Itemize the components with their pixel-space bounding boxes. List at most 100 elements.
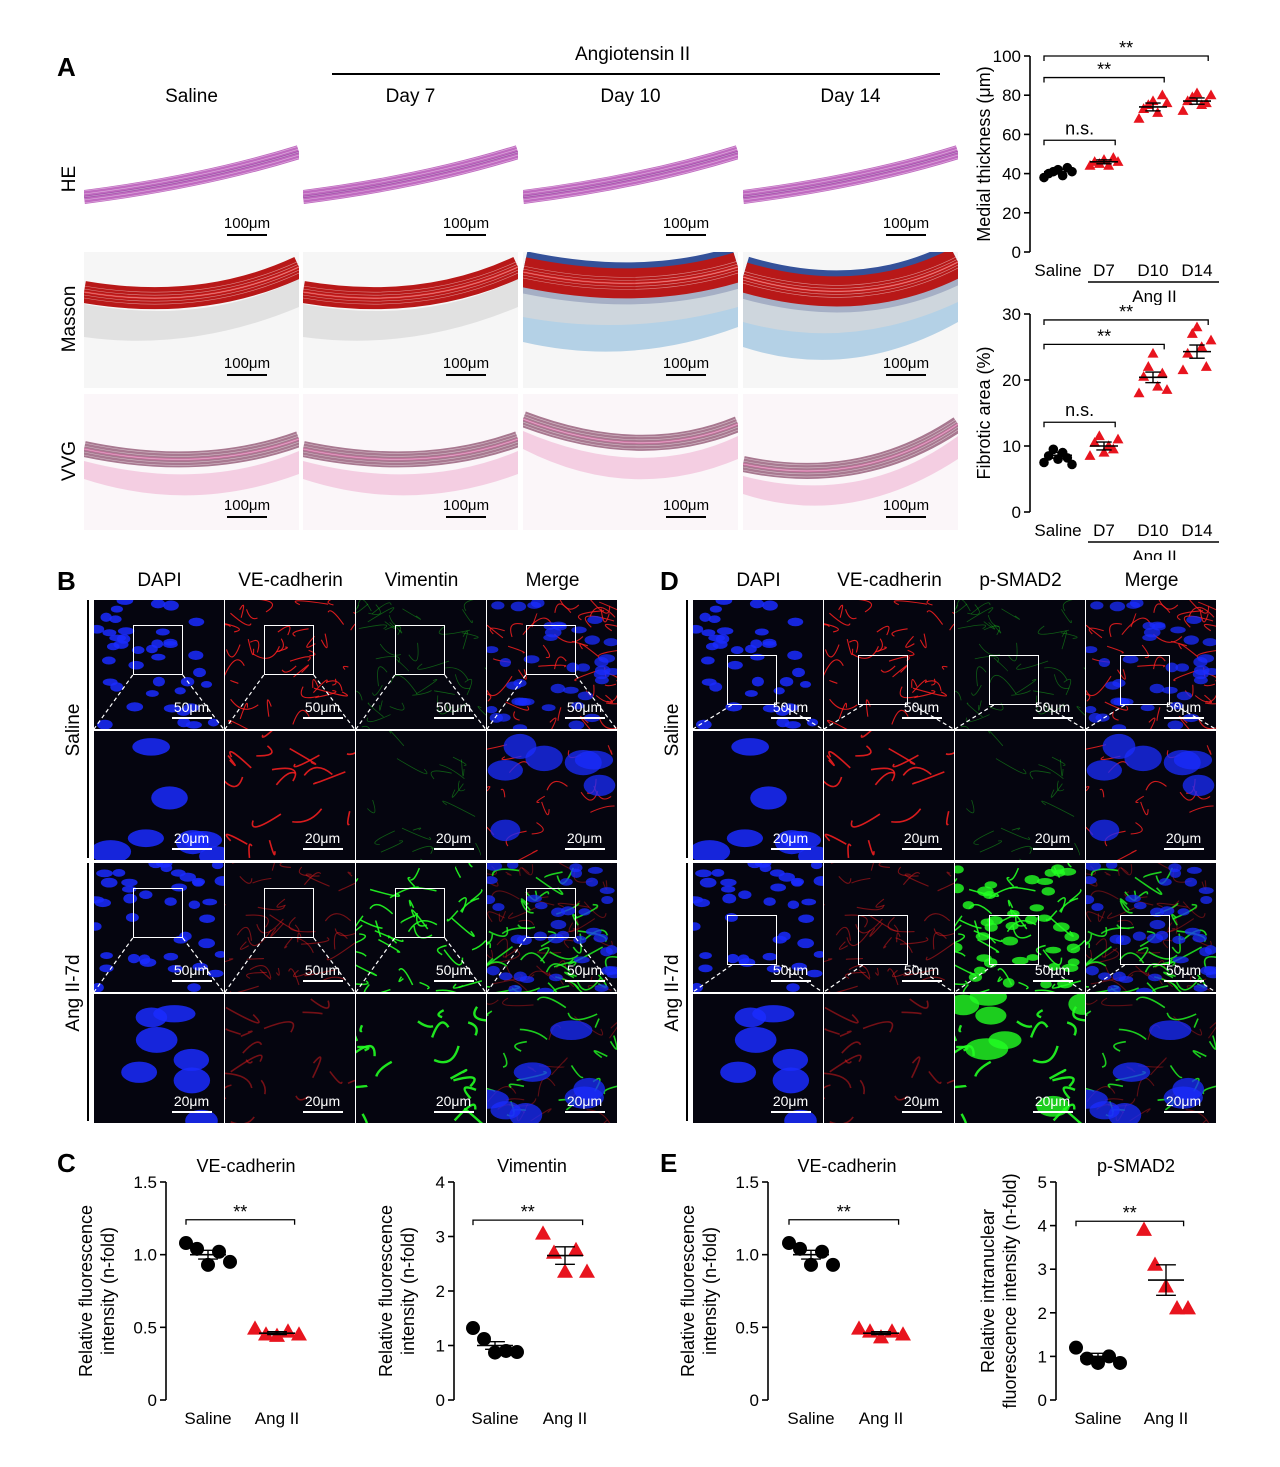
significance-label: ** bbox=[1097, 326, 1111, 346]
tissue-image bbox=[523, 252, 738, 352]
scalebar-line bbox=[433, 1111, 474, 1113]
histology-vvg-2: 100μm bbox=[523, 394, 738, 530]
panelB-image-r2-c0: 50μm bbox=[94, 863, 224, 992]
data-point bbox=[1133, 112, 1145, 123]
scalebar-label: 50μm bbox=[1165, 962, 1202, 978]
y-axis-label: Relative fluorescence bbox=[376, 1205, 396, 1377]
histology-he-0: 100μm bbox=[84, 112, 299, 248]
panelD-row-label-0: Saline bbox=[662, 703, 683, 757]
data-point bbox=[247, 1320, 263, 1335]
scalebar-label: 20μm bbox=[903, 1093, 940, 1109]
scalebar-line bbox=[433, 848, 474, 850]
data-point bbox=[1107, 443, 1119, 454]
scalebar-line bbox=[666, 234, 706, 236]
angiotensin-group-label: Angiotensin II bbox=[575, 44, 691, 65]
zoom-box bbox=[988, 655, 1039, 705]
y-tick-label: 1.5 bbox=[735, 1173, 759, 1192]
tissue-image bbox=[303, 431, 518, 496]
scalebar-line bbox=[564, 717, 605, 719]
scalebar-line bbox=[1032, 717, 1073, 719]
significance-label: ** bbox=[1123, 1203, 1137, 1223]
scalebar-line bbox=[886, 374, 926, 376]
data-point bbox=[1177, 364, 1189, 375]
scalebar-line bbox=[171, 717, 212, 719]
chart-title: VE-cadherin bbox=[196, 1156, 295, 1176]
panelB-image-r1-c2: 20μm bbox=[356, 731, 486, 860]
x-tick-label: D7 bbox=[1093, 261, 1115, 280]
panelD-column-label-2: p-SMAD2 bbox=[979, 570, 1062, 591]
scalebar-line bbox=[302, 1111, 343, 1113]
significance-label: ** bbox=[521, 1202, 535, 1222]
significance-bracket bbox=[1043, 343, 1165, 350]
panelD-image-r2-c3: 50μm bbox=[1086, 863, 1216, 992]
scalebar-label: 20μm bbox=[1034, 1093, 1071, 1109]
scalebar-label: 100μm bbox=[662, 355, 710, 372]
scalebar-label: 50μm bbox=[903, 699, 940, 715]
histology-masson-0: 100μm bbox=[84, 252, 299, 388]
data-point bbox=[1186, 328, 1198, 338]
panelD-image-r0-c2: 50μm bbox=[955, 600, 1085, 729]
scalebar-label: 50μm bbox=[1034, 699, 1071, 715]
data-point bbox=[557, 1263, 573, 1278]
column-label-3: Day 14 bbox=[820, 86, 881, 107]
significance-bracket bbox=[788, 1219, 900, 1225]
histology-he-2: 100μm bbox=[523, 112, 738, 248]
data-point bbox=[1067, 459, 1077, 470]
chart-title: Vimentin bbox=[497, 1156, 567, 1176]
scalebar-label: 100μm bbox=[882, 215, 930, 232]
panelD-image-r2-c0: 50μm bbox=[693, 863, 823, 992]
y-tick-label: 2 bbox=[1038, 1304, 1047, 1323]
data-point bbox=[1138, 370, 1150, 381]
data-point bbox=[1169, 1300, 1185, 1315]
data-point bbox=[1205, 89, 1217, 100]
scalebar-label: 20μm bbox=[566, 1093, 603, 1109]
y-tick-label: 2 bbox=[436, 1282, 445, 1301]
scalebar-label: 100μm bbox=[223, 497, 271, 514]
chart-e-p-smad2: 0 1 2 3 4 5 Relative intranuclear fluorescence … bbox=[978, 1156, 1196, 1428]
data-point bbox=[1133, 387, 1145, 398]
data-point bbox=[223, 1254, 237, 1269]
panelB-image-r2-c2: 50μm bbox=[356, 863, 486, 992]
data-point bbox=[280, 1323, 296, 1338]
histology-masson-1: 100μm bbox=[303, 252, 518, 388]
x-tick-label: D10 bbox=[1137, 261, 1168, 280]
panelD-image-r2-c1: 50μm bbox=[824, 863, 954, 992]
tissue-image bbox=[84, 431, 299, 496]
zoom-box bbox=[525, 888, 576, 938]
data-point bbox=[1196, 341, 1208, 352]
data-point bbox=[1089, 436, 1101, 447]
x-tick-label: Saline bbox=[471, 1409, 518, 1428]
x-tick-label: D14 bbox=[1181, 521, 1212, 540]
histology-vvg-1: 100μm bbox=[303, 394, 518, 530]
y-axis-label: Fibrotic area (%) bbox=[974, 346, 994, 479]
x-tick-label: D14 bbox=[1181, 261, 1212, 280]
significance-label: ** bbox=[1097, 60, 1111, 80]
scalebar-line bbox=[302, 848, 343, 850]
panelB-image-r3-c1: 20μm bbox=[225, 994, 355, 1123]
significance-label: ** bbox=[1119, 38, 1133, 58]
x-tick-label: Ang II bbox=[543, 1409, 587, 1428]
zoom-box bbox=[988, 915, 1039, 965]
scalebar-label: 100μm bbox=[223, 215, 271, 232]
y-axis-label: Relative fluorescence bbox=[678, 1205, 698, 1377]
data-point bbox=[1142, 361, 1154, 371]
scalebar-label: 50μm bbox=[566, 962, 603, 978]
scalebar-line bbox=[564, 848, 605, 850]
row-label-he: HE bbox=[59, 165, 80, 193]
scalebar-line bbox=[564, 1111, 605, 1113]
panelD-image-r2-c2: 50μm bbox=[955, 863, 1085, 992]
scalebar-line bbox=[770, 980, 811, 982]
chart-c-ve-cadherin: 0 0.5 1.0 1.5 Relative fluorescence intensity… bbox=[76, 1156, 307, 1428]
data-point bbox=[793, 1241, 807, 1256]
scalebar-label: 100μm bbox=[662, 497, 710, 514]
data-point bbox=[477, 1331, 491, 1346]
panelB-image-r0-c1: 50μm bbox=[225, 600, 355, 729]
column-label-2: Day 10 bbox=[600, 86, 661, 107]
data-point bbox=[1156, 89, 1168, 100]
panelD-image-r1-c1: 20μm bbox=[824, 731, 954, 860]
significance-bracket bbox=[185, 1219, 296, 1225]
scalebar-label: 50μm bbox=[435, 962, 472, 978]
scalebar-label: 100μm bbox=[882, 497, 930, 514]
tissue-image bbox=[743, 417, 958, 506]
